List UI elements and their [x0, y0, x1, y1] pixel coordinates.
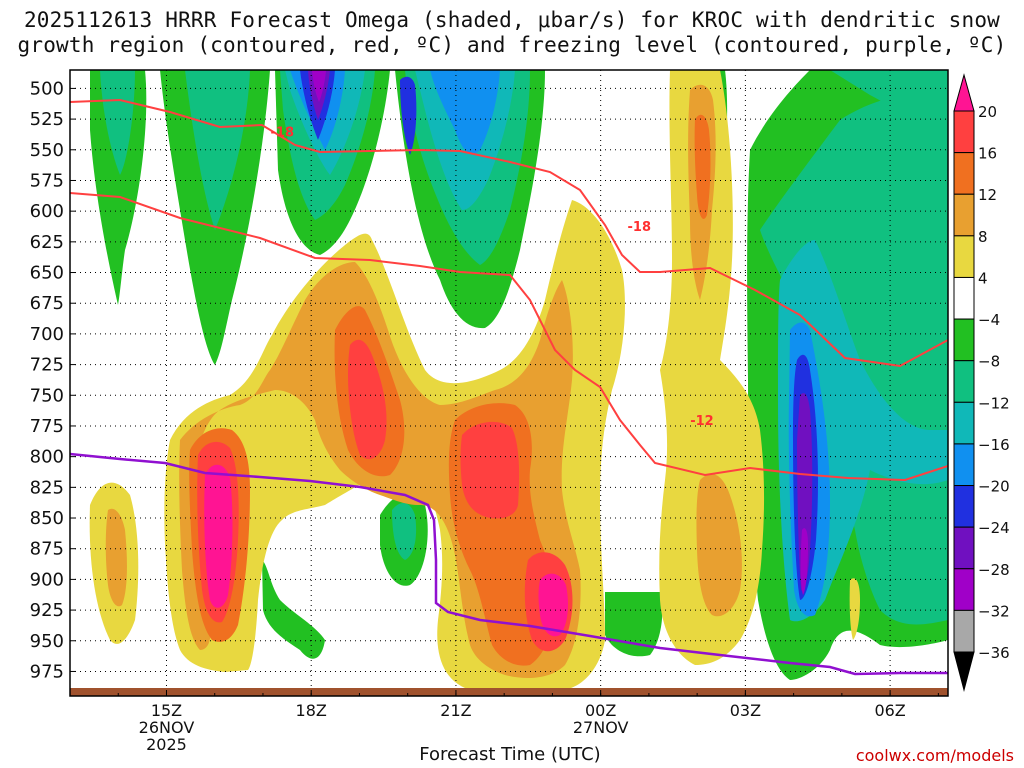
colorbar-band [953, 360, 975, 403]
contour-line-minus18-upper [70, 98, 948, 368]
y-tick-label: 925 [30, 600, 64, 621]
colorbar-band [953, 276, 975, 320]
colorbar-label: −4 [978, 311, 1000, 329]
terrain-strip [70, 688, 948, 696]
x-tick-label: 06Z [874, 701, 905, 720]
contour-label: -18 [628, 220, 652, 235]
colorbar-label: −28 [978, 561, 1010, 579]
colorbar-label: −24 [978, 519, 1010, 537]
x-tick-label: 15Z [151, 701, 182, 720]
colorbar-band [953, 526, 975, 570]
y-tick-label: 600 [30, 201, 64, 222]
colorbar-label: 8 [978, 228, 988, 246]
colorbar-band [953, 609, 975, 653]
colorbar-label: −16 [978, 436, 1010, 454]
y-tick-label: 775 [30, 416, 64, 437]
colorbar-band [953, 401, 975, 445]
plot-area: -18 -18 -12 [70, 70, 948, 696]
colorbar-label: −32 [978, 602, 1010, 620]
contour-label: -12 [690, 414, 714, 429]
colorbar-label: 16 [978, 145, 997, 163]
colorbar-label: 4 [978, 269, 988, 287]
y-tick-label: 675 [30, 293, 64, 314]
colorbar-band [953, 485, 975, 528]
y-tick-label: 575 [30, 170, 64, 191]
omega-shading-neg-magenta [312, 70, 808, 595]
colorbar-band [953, 193, 975, 237]
colorbar-band [953, 318, 975, 362]
freezing-level-line [70, 452, 948, 676]
y-tick-label: 625 [30, 232, 64, 253]
contour-line-minus12-lower [70, 192, 948, 482]
colorbar-label: −12 [978, 394, 1010, 412]
colorbar-label: 12 [978, 186, 997, 204]
omega-shading-pos-pink [204, 464, 568, 637]
y-tick-label: 550 [30, 140, 64, 161]
colorbar-band [953, 443, 975, 487]
y-tick-label: 500 [30, 78, 64, 99]
y-tick-label: 650 [30, 263, 64, 284]
plot-frame [69, 69, 949, 697]
y-tick-label: 850 [30, 508, 64, 529]
colorbar-band [953, 152, 975, 195]
y-tick-label: 725 [30, 355, 64, 376]
chart-title-line1: 2025112613 HRRR Forecast Omega (shaded, … [23, 8, 1001, 32]
x-tick-label: 21Z [440, 701, 471, 720]
y-tick-label: 825 [30, 477, 64, 498]
contour-labels: -18 -18 -12 [271, 125, 714, 429]
x-tick-date: 27NOV [573, 718, 629, 737]
y-tick-label: 800 [30, 447, 64, 468]
x-tick-year: 2025 [146, 735, 187, 754]
colorbar-band [953, 110, 975, 154]
x-tick-label: 18Z [296, 701, 327, 720]
x-axis-title: Forecast Time (UTC) [419, 744, 601, 765]
y-tick-label: 875 [30, 539, 64, 560]
colorbar-band [953, 568, 975, 611]
chart-title-line2: growth region (contoured, red, ºC) and f… [17, 33, 1007, 57]
x-tick-label: 00Z [585, 701, 616, 720]
x-tick-label: 03Z [730, 701, 761, 720]
colorbar-band [953, 235, 975, 278]
y-tick-label: 750 [30, 385, 64, 406]
colorbar-label: −20 [978, 478, 1010, 496]
y-axis: 500 525 550 575 600 625 650 675 700 725 750 775 800 8… [30, 78, 76, 682]
colorbar-bottom-triangle [953, 651, 975, 692]
colorbar-top-triangle [953, 73, 975, 112]
colorbar: 20 16 12 8 4 −4 −8 −12 −16 −20 −24 −28 −32 −36 [953, 73, 1010, 692]
y-tick-label: 975 [30, 661, 64, 682]
contour-label: -18 [271, 125, 295, 140]
colorbar-label: −36 [978, 644, 1010, 662]
y-tick-label: 700 [30, 324, 64, 345]
colorbar-label: −8 [978, 353, 1000, 371]
y-tick-label: 950 [30, 631, 64, 652]
y-tick-label: 525 [30, 109, 64, 130]
colorbar-label: 20 [978, 103, 997, 121]
y-tick-label: 900 [30, 569, 64, 590]
x-tick-date: 26NOV [139, 718, 195, 737]
credit-link[interactable]: coolwx.com/models [855, 746, 1014, 765]
